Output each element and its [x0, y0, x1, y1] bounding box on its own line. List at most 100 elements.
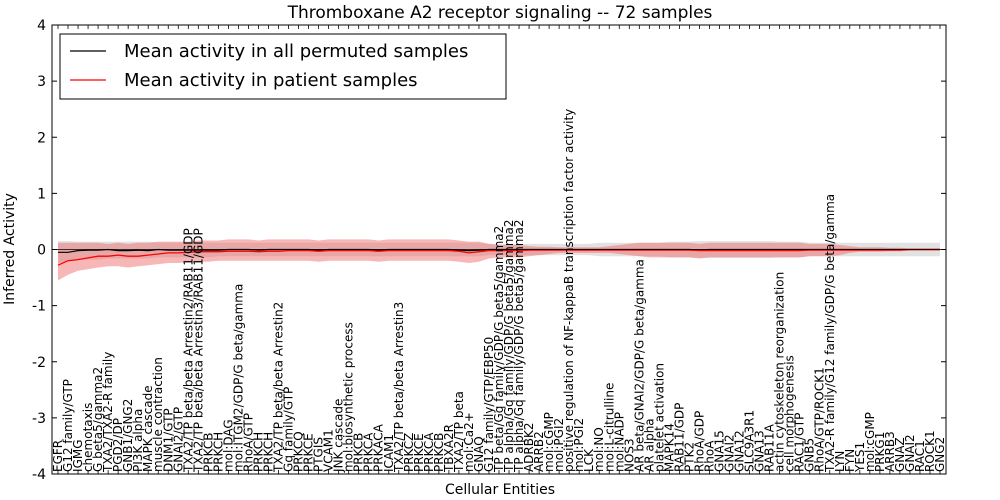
x-tick-label: NOS3: [622, 438, 636, 472]
x-tick-label: RAB11A: [763, 423, 777, 472]
x-tick-label: GNAI2: [903, 434, 917, 472]
x-tick-label: mol:DAG: [221, 419, 235, 472]
series-line-1: [57, 248, 940, 266]
x-tick-label: mol:cGMP: [863, 412, 877, 472]
x-tick-label: ADRBK2: [522, 423, 536, 473]
x-tick-label: JNK cascade: [332, 399, 346, 473]
x-tick-label: mol:cGMP: [542, 412, 556, 472]
x-tick-label: TXA2/TP beta/beta Arrestin2/RAB11/GDP: [181, 228, 195, 473]
x-tick-label: RAC1: [913, 440, 927, 472]
x-tick-label: PRKCB: [432, 433, 446, 472]
x-tick-label: mol:NADP: [612, 412, 626, 472]
x-tick-label: platelet activation: [652, 363, 666, 472]
x-tick-label: GNAI2: [723, 434, 737, 472]
x-tick-label: ICAM1: [382, 434, 396, 472]
y-tick-label: 1: [37, 186, 46, 202]
x-tick-label: LCK: [582, 448, 596, 472]
x-tick-label: PRKCH: [211, 432, 225, 472]
x-tick-label: PRKCE: [302, 433, 316, 472]
x-tick-label: PRKCA: [422, 432, 436, 472]
chart-title: Thromboxane A2 receptor signaling -- 72 …: [287, 3, 713, 23]
x-tick-label: GNB1/GNG2: [121, 399, 135, 472]
x-tick-label: YES1: [853, 442, 867, 473]
x-tick-label: PRKCB: [201, 433, 215, 472]
x-tick-label: TXA2/TP beta: [452, 391, 466, 473]
x-tick-label: RhoA/GDP: [693, 411, 707, 472]
y-tick-label: 4: [37, 18, 46, 34]
x-tick-label: G12 family/GTP/EBP50: [482, 337, 496, 472]
x-tick-label: TXA2/TP beta/beta Arrestin3/RAB11/GDP: [191, 228, 205, 473]
x-tick-label: TP alpha/Gq family/GDP/G beta5/gamma2: [512, 219, 526, 473]
x-tick-label: PRKCQ: [292, 431, 306, 472]
x-tick-label: PRKCA: [362, 432, 376, 472]
x-tick-label: mol:ITGM2/GDP/G beta/gamma: [231, 284, 245, 472]
y-tick-label: 0: [37, 243, 46, 259]
x-tick-label: PRKCH: [262, 432, 276, 472]
x-tick-label: mol:biosynthetic process: [342, 322, 356, 472]
x-tick-label: AR beta/GNAI2/GDP/G beta/gamma: [632, 259, 646, 472]
x-tick-label: GNAI2/GTP: [171, 407, 185, 472]
x-tick-label: PRKCZ: [402, 433, 416, 472]
legend-label-patient: Mean activity in patient samples: [124, 70, 418, 91]
x-tick-label: LYN: [833, 451, 847, 472]
y-tick-label: -2: [32, 355, 46, 371]
legend-box: [59, 33, 507, 100]
x-tick-label: G12 family/GTP: [61, 379, 75, 472]
x-tick-label: mol:L-citrulline: [602, 383, 616, 472]
x-axis-label: Cellular Entities: [445, 482, 555, 498]
x-tick-label: DNM1/GTP: [161, 408, 175, 472]
x-tick-label: RhoA/GTP: [241, 413, 255, 472]
x-tick-label: GNAZ: [893, 437, 907, 472]
x-tick-label: PRKACA: [372, 423, 386, 472]
x-tick-label: ROCK1: [923, 430, 937, 472]
x-tick-label: mol:Ca2+: [462, 412, 476, 472]
x-tick-label: TXA2-R family/G12 family/GDP/G beta/gamm…: [823, 194, 837, 473]
x-tick-label: PGD2/DP: [111, 418, 125, 472]
x-tick-label: TBXA2R: [442, 424, 456, 473]
x-tick-label: PTK2: [682, 442, 696, 472]
x-tick-label: IGMG: [71, 439, 85, 472]
x-tick-label: TXA2/TXA2-R family: [101, 352, 115, 473]
x-tick-label: MAPK cascade: [141, 385, 155, 472]
x-tick-label: PRKCH: [252, 432, 266, 472]
x-tick-label: PTGIS: [312, 437, 326, 472]
x-tick-label: G beta5/gamma2: [91, 367, 105, 472]
x-tick-label: GNA12: [733, 430, 747, 472]
x-tick-label: cell morphogenesis: [783, 355, 797, 472]
x-tick-label: Gq family/GTP: [282, 387, 296, 472]
x-tick-label: ARRB2: [532, 431, 546, 472]
x-tick-label: mol:PGI2: [572, 418, 586, 472]
y-tick-label: -1: [32, 299, 46, 315]
x-tick-label: ARRB3: [883, 431, 897, 472]
x-tick-label: chemotaxis: [81, 403, 95, 472]
x-tick-label: actin cytoskeleton reorganization: [773, 272, 787, 472]
series-band-0: [58, 241, 940, 264]
x-tick-label: TXA2/TP beta/beta Arrestin2: [272, 302, 286, 473]
x-tick-label: RAC1/GTP: [793, 413, 807, 472]
x-tick-label: FYN: [843, 449, 857, 472]
x-tick-label: PRKG1: [873, 432, 887, 472]
x-tick-label: TP beta/Gq family/GDP/G beta5/gamma2: [492, 226, 506, 473]
x-tick-label: positive regulation of NF-kappaB transcr…: [562, 109, 576, 472]
x-tick-label: PI3K alpha: [131, 409, 145, 472]
x-tick-label: VCAM1: [322, 429, 336, 472]
x-tick-label: SLC9A3R1: [743, 410, 757, 472]
x-tick-label: mol:PGI2: [552, 418, 566, 472]
legend-label-permuted: Mean activity in all permuted samples: [124, 41, 468, 62]
y-axis-label: Inferred Activity: [2, 193, 18, 305]
x-tick-label: GNA15: [713, 430, 727, 472]
x-tick-label: EGFR: [51, 440, 65, 472]
x-tick-label: PRKCB: [352, 433, 366, 472]
x-tick-label: GNA13: [753, 430, 767, 472]
x-tick-label: GNAQ: [472, 436, 486, 472]
y-tick-label: 3: [37, 74, 46, 90]
x-tick-label: TXA2/TP beta/beta Arrestin3: [392, 302, 406, 473]
x-tick-label: PRKCE: [412, 433, 426, 472]
x-tick-label: muscle contraction: [151, 357, 165, 472]
y-tick-label: -3: [32, 411, 46, 427]
x-tick-label: MAPK14: [662, 423, 676, 472]
y-tick-label: -4: [32, 467, 46, 483]
legend: Mean activity in all permuted samples Me…: [59, 33, 507, 100]
